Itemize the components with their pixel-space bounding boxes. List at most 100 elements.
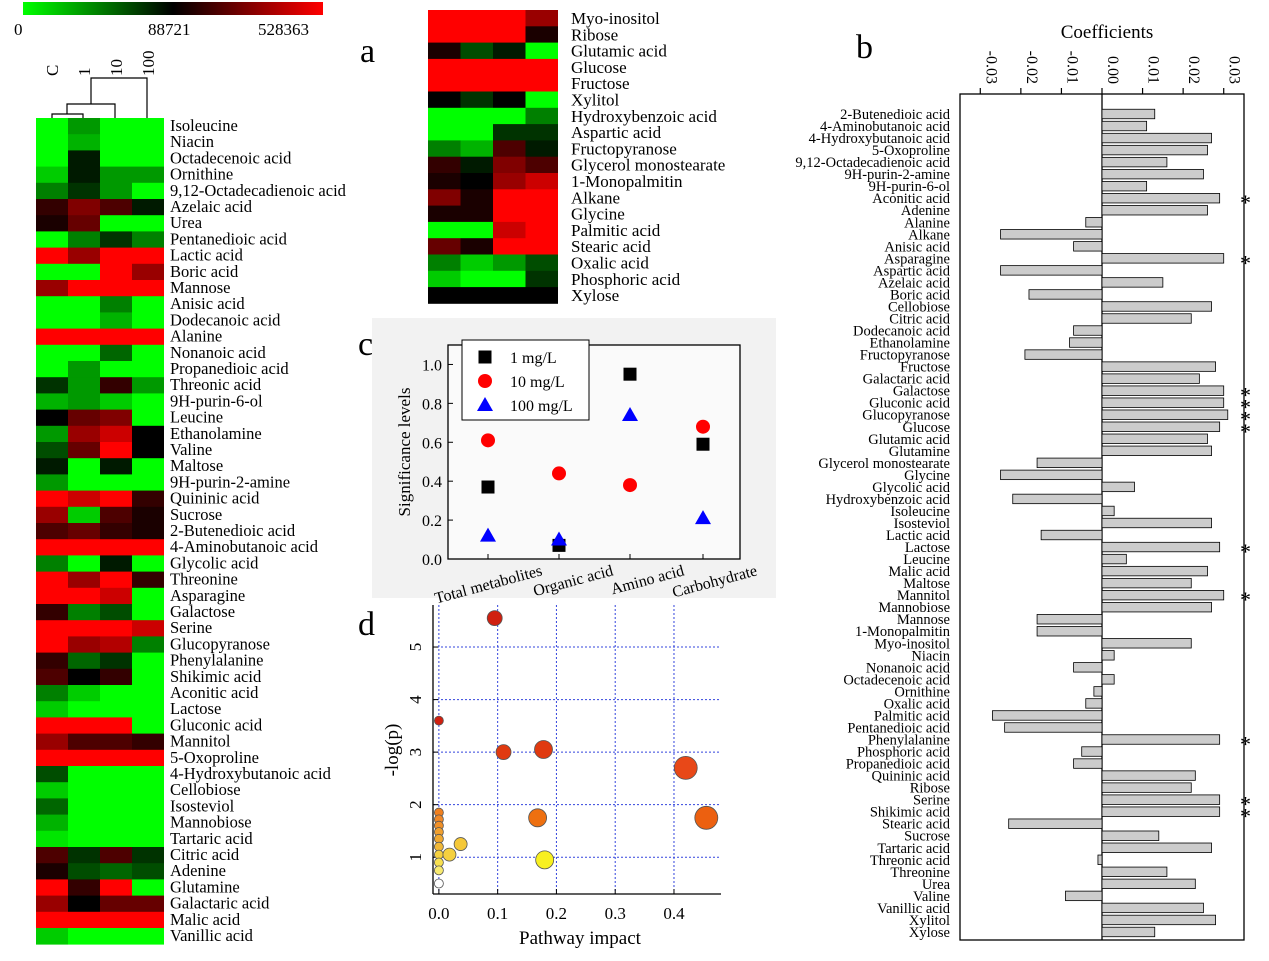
bar bbox=[1036, 614, 1103, 625]
color-scale-mid-label: 88721 bbox=[148, 20, 191, 39]
heatmap-cell bbox=[493, 124, 526, 141]
heatmap-cell bbox=[100, 814, 132, 832]
heatmap-cell bbox=[100, 555, 132, 572]
heatmap-cell bbox=[36, 555, 68, 572]
heatmap-row-label: Serine bbox=[170, 618, 212, 637]
heatmap-cell bbox=[132, 166, 164, 184]
category-label: Glutamine bbox=[889, 444, 950, 460]
heatmap-row-label: Alkane bbox=[571, 188, 620, 207]
heatmap-cell bbox=[132, 587, 164, 605]
heatmap-row-label: Glutamic acid bbox=[571, 42, 667, 61]
heatmap-cell bbox=[36, 830, 68, 848]
heatmap-cell bbox=[460, 156, 493, 174]
heatmap-cell bbox=[68, 118, 100, 135]
category-label: Cellobiose bbox=[888, 299, 950, 315]
bar bbox=[1101, 421, 1221, 432]
heatmap-cell bbox=[68, 911, 100, 929]
heatmap-cell bbox=[36, 166, 68, 184]
heatmap-cell bbox=[36, 685, 68, 702]
data-point bbox=[623, 367, 637, 381]
heatmap-cell bbox=[132, 344, 164, 362]
bar bbox=[1101, 878, 1196, 890]
heatmap-cell bbox=[132, 895, 164, 913]
category-label: Alkane bbox=[908, 227, 950, 243]
data-point bbox=[696, 437, 710, 451]
heatmap-cell bbox=[36, 798, 68, 815]
category-label: Dodecanoic acid bbox=[853, 324, 951, 340]
heatmap-cell bbox=[100, 571, 132, 589]
bar bbox=[1101, 734, 1221, 745]
bar bbox=[1073, 325, 1103, 336]
y-tick-label: 0.2 bbox=[422, 513, 442, 530]
heatmap-cell bbox=[428, 205, 461, 223]
pathway-bubble bbox=[534, 740, 553, 759]
heatmap-cell bbox=[493, 287, 526, 304]
heatmap-cell bbox=[100, 895, 132, 913]
x-tick-label: 0.03 bbox=[1226, 56, 1243, 84]
heatmap-cell bbox=[68, 328, 100, 346]
category-label: Threonic acid bbox=[870, 853, 951, 869]
heatmap-row-label: Stearic acid bbox=[571, 237, 651, 256]
panel-label-d: d bbox=[358, 606, 375, 643]
heatmap-cell bbox=[100, 150, 132, 167]
heatmap-cell bbox=[68, 377, 100, 394]
bar bbox=[1065, 890, 1103, 902]
heatmap-cell bbox=[525, 189, 558, 206]
heatmap-row-label: Maltose bbox=[170, 456, 223, 475]
heatmap-row-label: Galactaric acid bbox=[170, 894, 270, 913]
heatmap-cell bbox=[132, 182, 164, 200]
category-label: Alanine bbox=[904, 215, 950, 231]
data-point bbox=[622, 407, 638, 422]
heatmap-cell bbox=[100, 296, 132, 313]
heatmap-cell bbox=[36, 490, 68, 508]
heatmap-cell bbox=[100, 798, 132, 815]
category-label: Lactic acid bbox=[886, 528, 951, 544]
heatmap-cell bbox=[100, 847, 132, 864]
heatmap-cell bbox=[36, 571, 68, 589]
category-label: Palmitic acid bbox=[874, 708, 951, 724]
heatmap-cell bbox=[132, 474, 164, 491]
heatmap-row-label: 1-Monopalmitin bbox=[571, 172, 683, 191]
heatmap-cell bbox=[36, 312, 68, 329]
significance-marker: * bbox=[1240, 792, 1251, 817]
heatmap-cell bbox=[428, 10, 461, 27]
heatmap-cell bbox=[132, 506, 164, 524]
data-point bbox=[481, 480, 495, 494]
category-label: 9H-purin-2-amine bbox=[845, 167, 951, 183]
heatmap-cell bbox=[132, 668, 164, 686]
heatmap-cell bbox=[68, 393, 100, 410]
category-label: Fructopyranose bbox=[860, 348, 950, 364]
bar bbox=[1073, 241, 1103, 252]
category-label: Sucrose bbox=[904, 829, 950, 845]
category-label: Glycine bbox=[904, 468, 950, 484]
heatmap-cell bbox=[460, 270, 493, 288]
heatmap-cell bbox=[525, 238, 558, 255]
significance-marker: * bbox=[1240, 539, 1251, 564]
heatmap-cell bbox=[100, 377, 132, 394]
significance-marker: * bbox=[1240, 395, 1251, 420]
heatmap-cell bbox=[36, 474, 68, 491]
heatmap-cell bbox=[36, 442, 68, 459]
heatmap-column-label: 100 bbox=[139, 51, 158, 77]
heatmap-cell bbox=[460, 26, 493, 43]
category-label: Galactose bbox=[893, 384, 950, 400]
heatmap-cell bbox=[68, 733, 100, 751]
category-label: Threonine bbox=[890, 865, 950, 881]
bar bbox=[1101, 650, 1115, 661]
heatmap-cell bbox=[132, 766, 164, 783]
heatmap-cell bbox=[36, 215, 68, 232]
heatmap-cell bbox=[460, 107, 493, 125]
category-label: Hydroxybenzoic acid bbox=[826, 492, 951, 508]
data-point bbox=[552, 466, 566, 481]
bar bbox=[1101, 277, 1164, 288]
bar bbox=[1073, 662, 1103, 673]
heatmap-row-label: 4-Aminobutanoic acid bbox=[170, 537, 319, 556]
heatmap-cell bbox=[68, 685, 100, 702]
bar bbox=[1101, 156, 1168, 168]
heatmap-cell bbox=[100, 490, 132, 508]
heatmap-cell bbox=[132, 118, 164, 135]
heatmap-cell bbox=[100, 587, 132, 605]
heatmap-cell bbox=[100, 830, 132, 848]
heatmap-row-label: Valine bbox=[170, 440, 212, 459]
heatmap-cell bbox=[525, 221, 558, 239]
